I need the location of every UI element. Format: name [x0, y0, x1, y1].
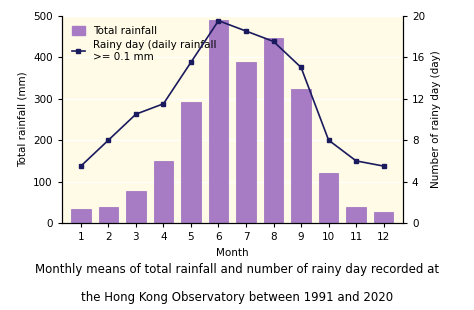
X-axis label: Month: Month — [216, 248, 248, 258]
Bar — [154, 161, 173, 223]
Bar — [99, 206, 118, 223]
Text: Monthly means of total rainfall and number of rainy day recorded at: Monthly means of total rainfall and numb… — [35, 263, 439, 276]
Y-axis label: Number of rainy day (day): Number of rainy day (day) — [431, 51, 441, 188]
Bar — [346, 206, 366, 223]
Bar — [182, 102, 201, 223]
Bar — [71, 210, 91, 223]
Bar — [319, 173, 338, 223]
Legend: Total rainfall, Rainy day (daily rainfall
>= 0.1 mm: Total rainfall, Rainy day (daily rainfal… — [67, 21, 221, 67]
Bar — [292, 90, 310, 223]
Text: the Hong Kong Observatory between 1991 and 2020: the Hong Kong Observatory between 1991 a… — [81, 291, 393, 304]
Bar — [126, 191, 146, 223]
Y-axis label: Total rainfall (mm): Total rainfall (mm) — [18, 72, 27, 167]
Bar — [374, 211, 393, 223]
Bar — [209, 20, 228, 223]
Bar — [264, 38, 283, 223]
Bar — [237, 62, 255, 223]
